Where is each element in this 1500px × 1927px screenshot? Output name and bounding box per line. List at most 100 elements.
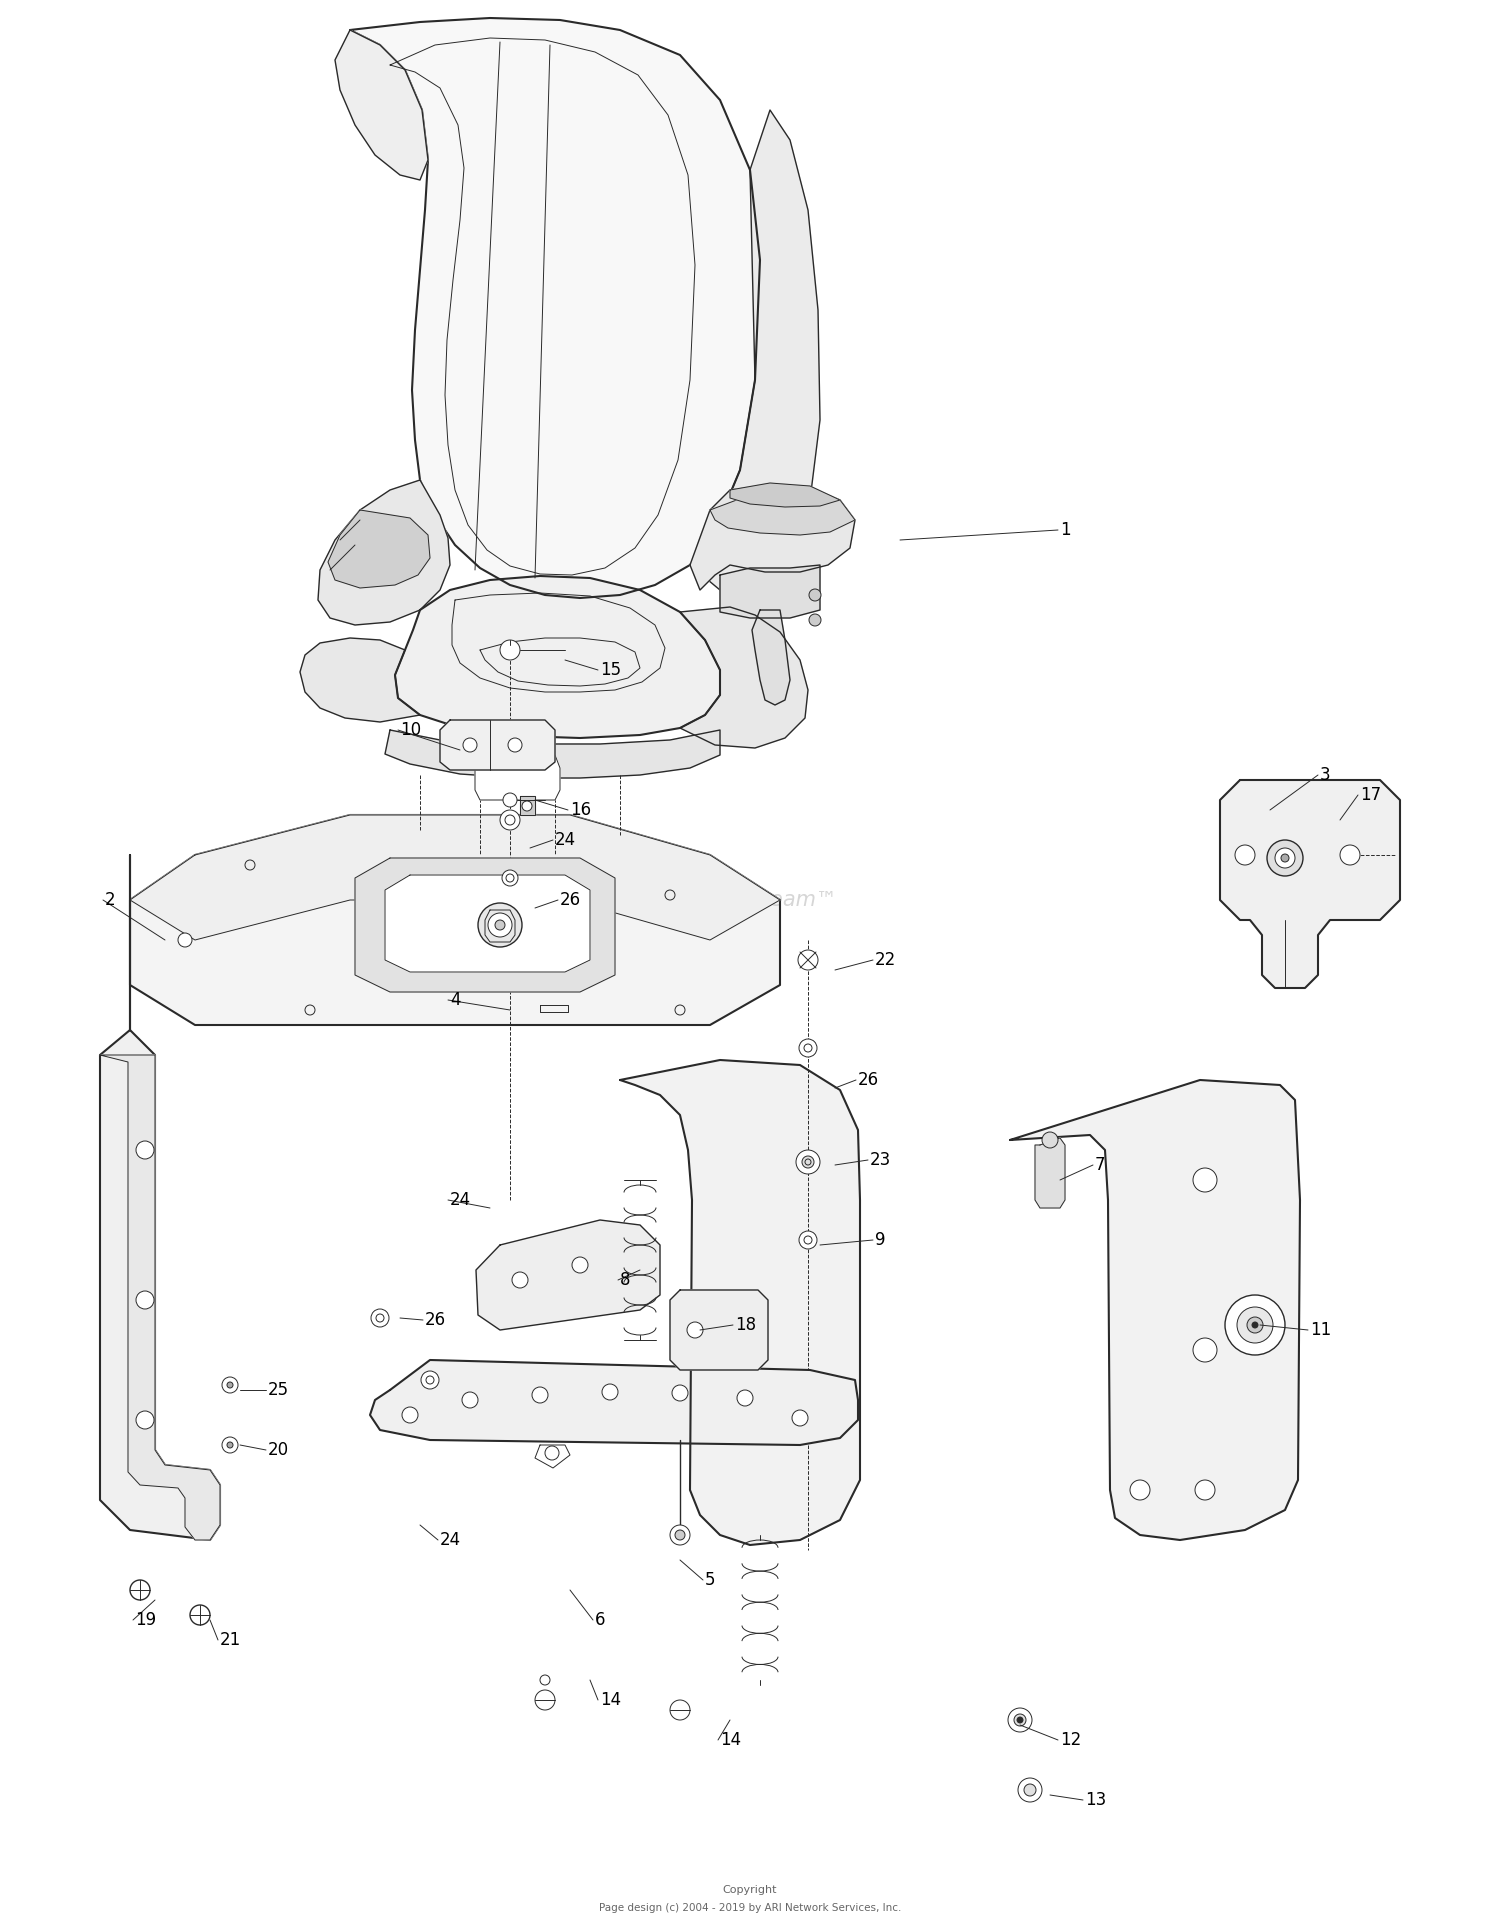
Text: 15: 15: [600, 661, 621, 678]
Text: 21: 21: [220, 1630, 242, 1650]
Circle shape: [1192, 1337, 1216, 1362]
Circle shape: [602, 1384, 618, 1401]
Polygon shape: [1010, 1079, 1300, 1540]
Circle shape: [1238, 1307, 1274, 1343]
Circle shape: [1196, 1480, 1215, 1499]
Circle shape: [672, 1386, 688, 1401]
Polygon shape: [300, 638, 420, 723]
Circle shape: [226, 1441, 232, 1447]
Text: 24: 24: [450, 1191, 471, 1208]
Circle shape: [736, 1389, 753, 1407]
Circle shape: [792, 1411, 808, 1426]
Circle shape: [1275, 848, 1294, 867]
Circle shape: [522, 802, 532, 811]
Text: 6: 6: [596, 1611, 606, 1628]
Text: 12: 12: [1060, 1730, 1082, 1750]
Circle shape: [798, 950, 818, 969]
Circle shape: [503, 869, 518, 886]
Polygon shape: [350, 17, 760, 597]
Circle shape: [464, 738, 477, 752]
Circle shape: [687, 1322, 703, 1337]
Text: 5: 5: [705, 1571, 716, 1590]
Polygon shape: [386, 730, 720, 779]
Polygon shape: [100, 1054, 220, 1540]
Circle shape: [136, 1141, 154, 1158]
Text: 22: 22: [874, 952, 897, 969]
Circle shape: [495, 919, 506, 931]
Circle shape: [500, 640, 520, 661]
Text: 26: 26: [424, 1310, 445, 1330]
Circle shape: [488, 913, 512, 937]
Polygon shape: [690, 110, 820, 590]
Polygon shape: [476, 755, 560, 800]
Text: ARIPartStream™: ARIPartStream™: [663, 890, 837, 910]
Polygon shape: [1035, 1139, 1065, 1208]
Circle shape: [500, 809, 520, 831]
Circle shape: [796, 1150, 820, 1174]
Circle shape: [536, 1690, 555, 1709]
Text: 16: 16: [570, 802, 591, 819]
Circle shape: [808, 590, 820, 601]
Polygon shape: [334, 31, 427, 179]
Text: 17: 17: [1360, 786, 1382, 804]
Text: 24: 24: [555, 831, 576, 850]
Circle shape: [1226, 1295, 1286, 1355]
Polygon shape: [328, 511, 430, 588]
Polygon shape: [440, 721, 555, 771]
Polygon shape: [370, 1360, 858, 1445]
Polygon shape: [670, 1289, 768, 1370]
Polygon shape: [536, 1445, 570, 1468]
Text: 25: 25: [268, 1382, 290, 1399]
Circle shape: [512, 1272, 528, 1287]
Circle shape: [808, 615, 820, 626]
Circle shape: [222, 1438, 238, 1453]
Circle shape: [800, 1039, 818, 1058]
Text: 7: 7: [1095, 1156, 1106, 1174]
Circle shape: [1281, 854, 1288, 861]
Text: 23: 23: [870, 1150, 891, 1170]
Circle shape: [422, 1370, 440, 1389]
Text: 14: 14: [600, 1692, 621, 1709]
Circle shape: [190, 1605, 210, 1624]
Text: 19: 19: [135, 1611, 156, 1628]
Text: 1: 1: [1060, 520, 1071, 540]
Circle shape: [226, 1382, 232, 1387]
Circle shape: [478, 904, 522, 946]
Circle shape: [1246, 1316, 1263, 1333]
Polygon shape: [130, 815, 780, 1025]
Circle shape: [1024, 1784, 1036, 1796]
Text: 8: 8: [620, 1272, 630, 1289]
Text: 18: 18: [735, 1316, 756, 1333]
Circle shape: [670, 1524, 690, 1545]
Circle shape: [1252, 1322, 1258, 1328]
Circle shape: [402, 1407, 418, 1422]
Text: 9: 9: [874, 1231, 885, 1249]
Circle shape: [370, 1308, 388, 1328]
Circle shape: [136, 1291, 154, 1308]
Circle shape: [222, 1378, 238, 1393]
Circle shape: [1014, 1713, 1026, 1727]
Polygon shape: [690, 486, 855, 590]
Circle shape: [1130, 1480, 1150, 1499]
Text: 26: 26: [858, 1071, 879, 1089]
Polygon shape: [394, 576, 720, 738]
Text: Copyright: Copyright: [723, 1885, 777, 1894]
Text: 10: 10: [400, 721, 422, 738]
Text: Page design (c) 2004 - 2019 by ARI Network Services, Inc.: Page design (c) 2004 - 2019 by ARI Netwo…: [598, 1904, 902, 1914]
Circle shape: [136, 1411, 154, 1430]
Circle shape: [572, 1256, 588, 1274]
Circle shape: [130, 1580, 150, 1599]
Polygon shape: [476, 1220, 660, 1330]
Circle shape: [462, 1391, 478, 1409]
Circle shape: [800, 1231, 818, 1249]
Circle shape: [1234, 846, 1256, 865]
Circle shape: [1019, 1779, 1042, 1802]
Polygon shape: [1220, 780, 1400, 989]
Text: 4: 4: [450, 990, 460, 1010]
Text: 2: 2: [105, 890, 116, 910]
Circle shape: [1017, 1717, 1023, 1723]
Polygon shape: [130, 815, 780, 940]
Circle shape: [178, 933, 192, 946]
Polygon shape: [386, 875, 590, 971]
Polygon shape: [710, 489, 855, 536]
